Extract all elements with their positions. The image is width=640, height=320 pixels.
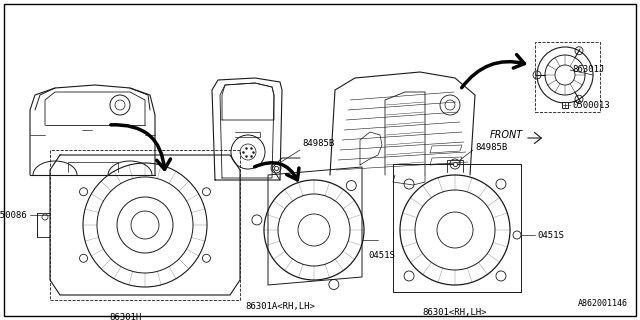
- Text: 0451S: 0451S: [537, 230, 564, 239]
- Bar: [393, 164, 521, 292]
- Text: 0500013: 0500013: [572, 100, 610, 109]
- FancyArrowPatch shape: [528, 132, 541, 144]
- Bar: [50, 150, 240, 300]
- FancyArrowPatch shape: [255, 163, 299, 180]
- FancyArrowPatch shape: [461, 54, 524, 88]
- Text: M250086: M250086: [0, 211, 27, 220]
- FancyArrowPatch shape: [111, 125, 170, 169]
- Text: 84985B: 84985B: [475, 143, 508, 152]
- Text: A862001146: A862001146: [578, 299, 628, 308]
- Text: 84985B: 84985B: [302, 139, 334, 148]
- Bar: [535, 42, 600, 112]
- Text: 86301J: 86301J: [572, 66, 604, 75]
- Text: FRONT: FRONT: [490, 130, 524, 140]
- Text: 86301<RH,LH>: 86301<RH,LH>: [423, 308, 487, 317]
- Text: 86301H: 86301H: [109, 313, 141, 320]
- Text: 86301A<RH,LH>: 86301A<RH,LH>: [245, 302, 315, 311]
- Text: 0451S: 0451S: [368, 251, 395, 260]
